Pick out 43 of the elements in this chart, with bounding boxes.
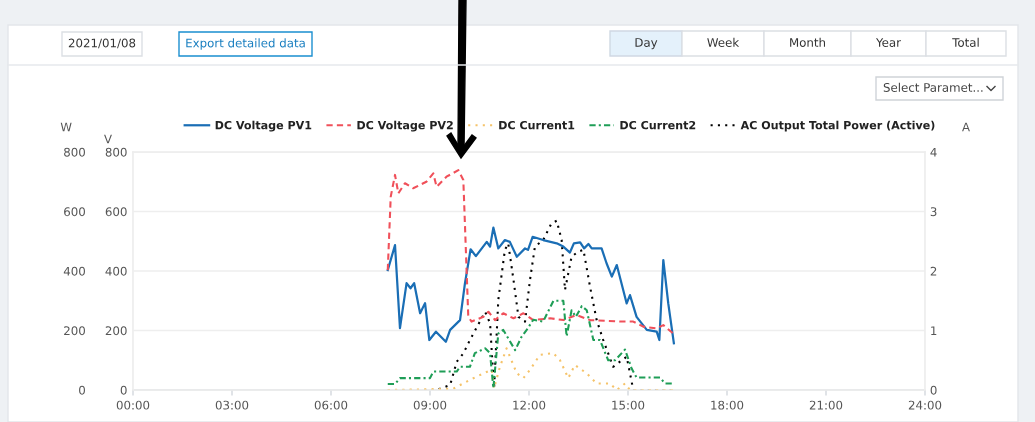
y3-tick-label: 3 (930, 207, 937, 217)
y2-axis-title: V (104, 134, 112, 144)
y-tick-label: 400 (63, 266, 85, 276)
x-tick-label: 06:00 (314, 400, 348, 410)
x-tick-label: 21:00 (809, 400, 843, 410)
y2-tick-label: 600 (105, 207, 127, 217)
y3-axis-title: A (962, 122, 970, 132)
x-tick-label: 24:00 (908, 400, 942, 410)
line-series (386, 299, 675, 390)
y-tick-label: 800 (64, 147, 85, 157)
text: Total (952, 37, 979, 47)
x-tick-label: 15:00 (612, 400, 645, 410)
y2-tick-label: 400 (105, 266, 127, 276)
y-tick-label: 0 (79, 385, 85, 395)
text: Export detailed data (186, 38, 305, 50)
legend-label: DC Current1 (499, 120, 575, 130)
legend-label: AC Output Total Power (Active) (740, 120, 935, 132)
y3-tick-label: 4 (930, 147, 937, 157)
legend-label: DC Voltage PV2 (357, 120, 453, 132)
x-tick-label: 00:00 (116, 400, 150, 410)
y3-tick-label: 2 (930, 266, 937, 276)
x-tick-label: 18:00 (711, 400, 744, 410)
text: Month (790, 37, 825, 47)
y2-tick-label: 200 (105, 326, 127, 336)
x-tick-label: 03:00 (215, 400, 249, 410)
x-tick-label: 09:00 (413, 400, 447, 410)
text: Year (875, 38, 901, 47)
y3-tick-label: 0 (930, 385, 937, 395)
x-tick-label: 12:00 (513, 400, 546, 410)
text: Select Paramet... (883, 82, 983, 92)
text: Week (707, 37, 740, 47)
legend-label: DC Current2 (620, 120, 696, 130)
y2-tick-label: 0 (120, 385, 127, 395)
line-series (386, 169, 675, 335)
text: Day (635, 38, 658, 50)
y-tick-label: 200 (64, 326, 85, 336)
legend-label: DC Voltage PV1 (215, 120, 312, 132)
y-axis-title: W (60, 122, 72, 132)
text: 2021/01/08 (68, 38, 136, 49)
y2-tick-label: 800 (105, 147, 127, 157)
y-tick-label: 600 (64, 207, 85, 217)
y3-tick-label: 1 (931, 326, 937, 335)
line-series (386, 226, 675, 345)
